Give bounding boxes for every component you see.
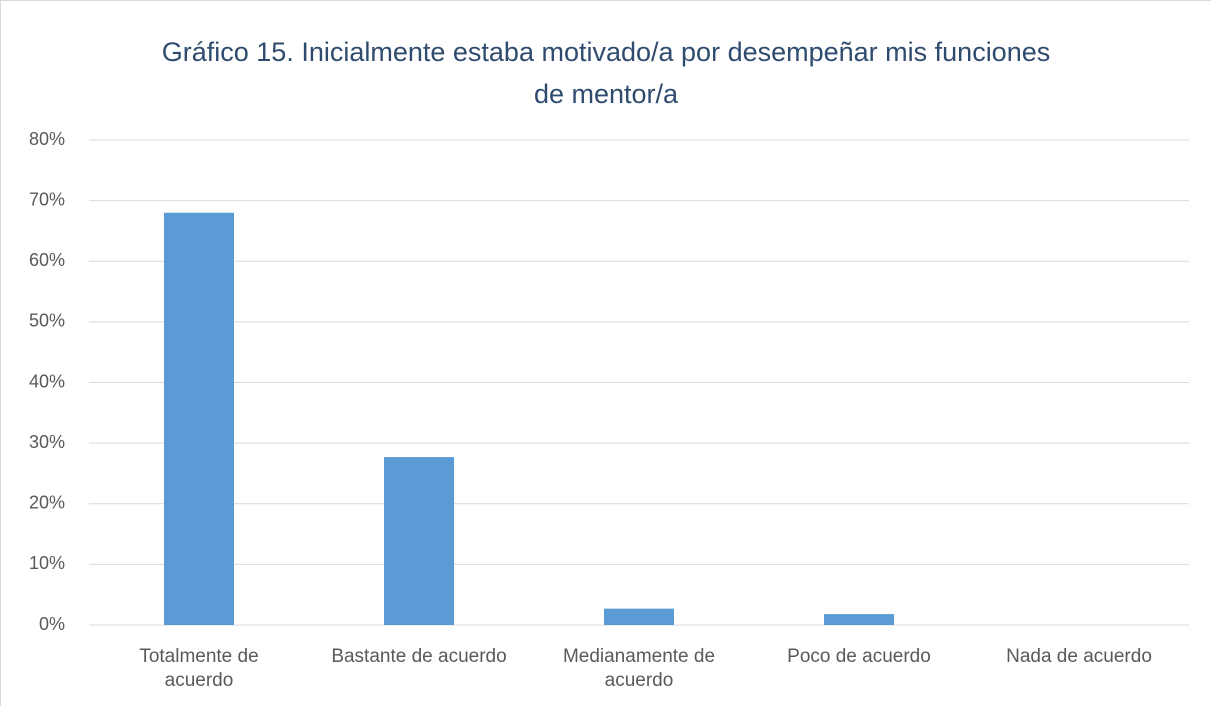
x-tick-label: Poco de acuerdo	[787, 646, 931, 667]
y-tick-label: 40%	[29, 371, 65, 391]
y-tick-label: 50%	[29, 311, 65, 331]
bar	[164, 212, 234, 625]
y-tick-label: 80%	[29, 129, 65, 149]
y-tick-label: 20%	[29, 493, 65, 513]
x-tick-label: Bastante de acuerdo	[331, 646, 507, 667]
chart-title: Gráfico 15. Inicialmente estaba motivado…	[161, 37, 1051, 109]
y-tick-label: 60%	[29, 250, 65, 270]
y-tick-label: 0%	[39, 614, 65, 634]
bar	[824, 614, 894, 625]
y-tick-label: 70%	[29, 189, 65, 209]
x-tick-label: Medianamente de acuerdo	[562, 646, 716, 691]
x-tick-label: Totalmente de acuerdo	[139, 646, 259, 691]
bar	[604, 608, 674, 625]
x-tick-label: Nada de acuerdo	[1006, 646, 1152, 667]
y-tick-label: 10%	[29, 553, 65, 573]
y-tick-label: 30%	[29, 432, 65, 452]
bar	[384, 457, 454, 625]
